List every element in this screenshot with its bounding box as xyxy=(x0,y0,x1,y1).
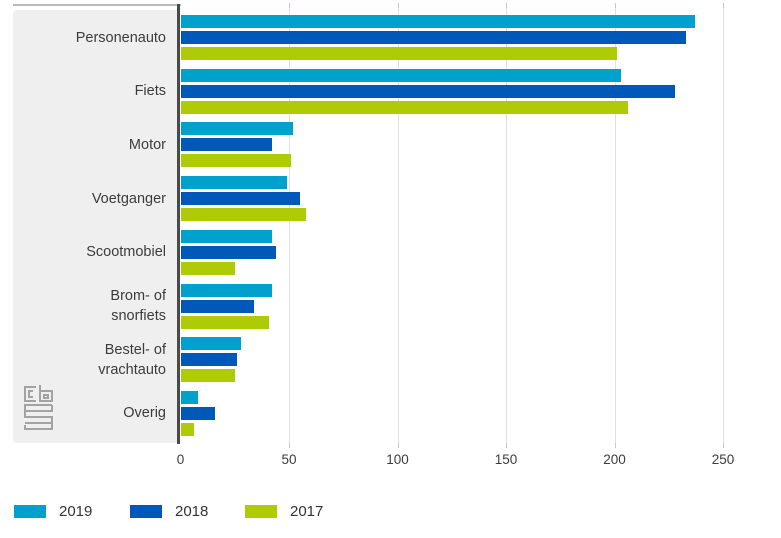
bar-2019-voetganger[interactable] xyxy=(180,176,287,190)
top-tick-200 xyxy=(614,3,616,8)
x-tick-label-200: 200 xyxy=(603,452,626,467)
category-label-fiets: Fiets xyxy=(134,83,166,100)
category-label-panel xyxy=(13,10,178,443)
legend-swatch-2018 xyxy=(130,505,162,518)
bar-2019-motor[interactable] xyxy=(180,122,294,136)
legend-item-2018[interactable]: 2018 xyxy=(130,503,208,520)
bottom-tick-150 xyxy=(506,443,507,448)
bar-2019-overig[interactable] xyxy=(180,390,198,404)
bar-2018-overig[interactable] xyxy=(180,406,216,420)
bar-2017-overig[interactable] xyxy=(180,422,194,436)
legend-label-2017: 2017 xyxy=(290,503,324,520)
gridline-100 xyxy=(397,8,399,443)
legend-item-2019[interactable]: 2019 xyxy=(14,503,92,520)
bar-2018-voetganger[interactable] xyxy=(180,192,300,206)
top-tick-150 xyxy=(506,3,507,8)
bar-2019-scootmobiel[interactable] xyxy=(180,229,272,243)
bar-2017-scootmobiel[interactable] xyxy=(180,261,235,275)
x-tick-label-0: 0 xyxy=(176,452,185,467)
x-tick-label-100: 100 xyxy=(386,452,409,467)
top-tick-50 xyxy=(289,3,290,8)
bar-2017-voetganger[interactable] xyxy=(180,208,307,222)
legend-label-2018: 2018 xyxy=(175,503,209,520)
category-label-personenauto: Personenauto xyxy=(75,29,166,46)
panel-top-border xyxy=(13,4,181,6)
legend-swatch-2017 xyxy=(245,505,277,518)
bar-2018-bestel-of-vrachtauto[interactable] xyxy=(180,353,237,367)
bar-2018-brom-of-snorfiets[interactable] xyxy=(180,299,255,313)
gridline-150 xyxy=(506,8,507,443)
bottom-tick-200 xyxy=(614,443,616,448)
bottom-tick-250 xyxy=(723,443,724,448)
bar-2019-personenauto[interactable] xyxy=(180,15,695,28)
gridline-50 xyxy=(289,8,290,443)
category-label-brom-of-snorfiets: Brom- of snorfiets xyxy=(110,288,166,324)
cbs-logo-icon xyxy=(24,385,53,430)
bar-2018-personenauto[interactable] xyxy=(180,31,687,44)
bar-2017-personenauto[interactable] xyxy=(180,47,617,60)
legend-swatch-2019 xyxy=(14,505,46,518)
bar-2018-motor[interactable] xyxy=(180,138,272,152)
bar-2017-fiets[interactable] xyxy=(180,100,628,114)
bar-2019-fiets[interactable] xyxy=(180,68,621,82)
x-tick-label-50: 50 xyxy=(281,452,297,467)
category-label-motor: Motor xyxy=(128,136,166,153)
bar-2019-bestel-of-vrachtauto[interactable] xyxy=(180,337,242,351)
bar-2019-brom-of-snorfiets[interactable] xyxy=(180,283,272,297)
legend-label-2019: 2019 xyxy=(59,503,93,520)
bar-2017-bestel-of-vrachtauto[interactable] xyxy=(180,369,235,383)
x-tick-label-150: 150 xyxy=(494,452,518,467)
x-tick-label-250: 250 xyxy=(711,452,735,467)
bottom-tick-100 xyxy=(397,443,399,448)
bar-2018-scootmobiel[interactable] xyxy=(180,245,276,259)
bottom-tick-50 xyxy=(289,443,290,448)
top-tick-100 xyxy=(397,3,399,8)
bar-2017-motor[interactable] xyxy=(180,154,292,168)
gridline-250 xyxy=(723,8,724,443)
gridline-200 xyxy=(614,8,616,443)
top-tick-250 xyxy=(723,3,724,8)
y-axis-line xyxy=(177,4,180,444)
bar-2018-fiets[interactable] xyxy=(180,84,676,98)
category-label-voetganger: Voetganger xyxy=(91,190,166,207)
category-label-bestel-of-vrachtauto: Bestel- of vrachtauto xyxy=(98,341,166,378)
category-label-scootmobiel: Scootmobiel xyxy=(86,244,166,261)
bar-2017-brom-of-snorfiets[interactable] xyxy=(180,315,270,329)
legend-item-2017[interactable]: 2017 xyxy=(245,503,323,520)
category-label-overig: Overig xyxy=(123,405,166,422)
